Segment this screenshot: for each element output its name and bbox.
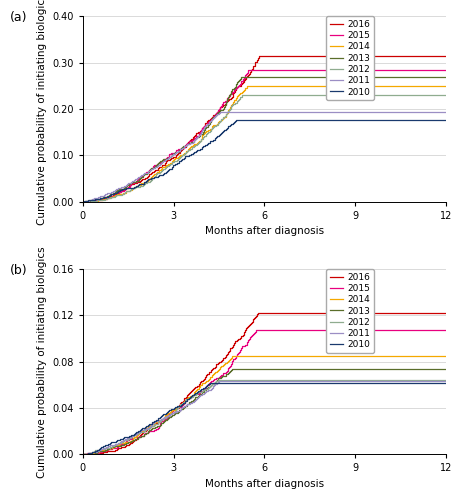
Y-axis label: Cumulative probability of initiating biologics: Cumulative probability of initiating bio… — [37, 246, 47, 478]
Legend: 2016, 2015, 2014, 2013, 2012, 2011, 2010: 2016, 2015, 2014, 2013, 2012, 2011, 2010 — [326, 16, 374, 100]
Y-axis label: Cumulative probability of initiating biologics: Cumulative probability of initiating bio… — [37, 0, 47, 225]
Text: (a): (a) — [10, 11, 28, 24]
X-axis label: Months after diagnosis: Months after diagnosis — [205, 226, 324, 236]
Text: (b): (b) — [10, 264, 28, 276]
Legend: 2016, 2015, 2014, 2013, 2012, 2011, 2010: 2016, 2015, 2014, 2013, 2012, 2011, 2010 — [326, 269, 374, 353]
X-axis label: Months after diagnosis: Months after diagnosis — [205, 479, 324, 489]
